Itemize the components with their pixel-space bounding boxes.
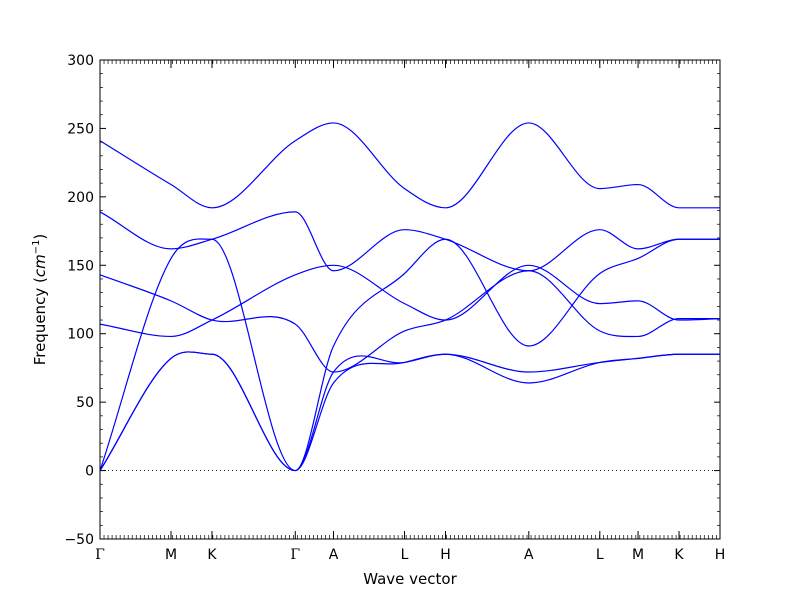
x-tick-label-4: Γ	[290, 547, 300, 563]
y-axis-label-unit: cm	[31, 254, 49, 277]
band-line-7	[99, 122, 720, 209]
band-line-2	[99, 351, 720, 472]
y-tick-label: 100	[67, 327, 94, 343]
x-tick-label-11: K	[674, 547, 684, 563]
band-line-3	[99, 238, 720, 472]
x-tick-label-1: Γ	[95, 547, 105, 563]
x-tick-label-10: M	[632, 547, 644, 563]
x-tick-label-3: K	[207, 547, 217, 563]
minor-ticks-layer	[99, 60, 720, 539]
y-tick-labels: −50 0 50 100 150 200 250 300	[64, 53, 94, 548]
x-tick-label-9: L	[596, 547, 604, 563]
y-tick-label: 200	[67, 190, 94, 206]
x-tick-label-7: H	[440, 547, 451, 563]
y-axis-label: Frequency (cm−1)	[31, 234, 49, 366]
y-axis-label-prefix: Frequency (	[31, 277, 49, 365]
major-ticks-layer	[99, 59, 721, 540]
band-line-4	[99, 264, 721, 338]
y-axis-label-suffix: )	[31, 234, 49, 240]
x-tick-label-2: M	[165, 547, 177, 563]
band-line-1	[99, 351, 720, 472]
y-tick-label: 300	[67, 53, 94, 69]
x-tick-label-8: A	[524, 547, 534, 563]
y-tick-label: 0	[85, 464, 94, 480]
x-tick-label-5: A	[329, 547, 339, 563]
plot-frame	[99, 59, 721, 540]
y-tick-label: 250	[67, 121, 94, 137]
y-tick-label: −50	[64, 532, 94, 548]
y-tick-label: 50	[76, 395, 94, 411]
series-layer	[99, 122, 721, 472]
band-line-6	[99, 211, 720, 272]
x-tick-label-6: L	[401, 547, 409, 563]
band-line-5	[99, 270, 720, 373]
x-tick-label-12: H	[715, 547, 726, 563]
y-tick-label: 150	[67, 258, 94, 274]
x-axis-label: Wave vector	[363, 570, 457, 588]
y-axis-label-exponent: −1	[31, 240, 42, 255]
